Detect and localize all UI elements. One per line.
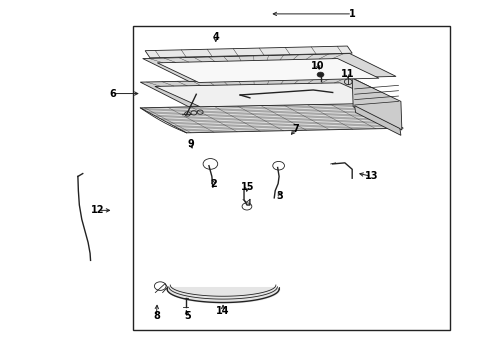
- Polygon shape: [157, 59, 379, 82]
- Text: 10: 10: [311, 61, 325, 71]
- Circle shape: [317, 72, 324, 77]
- Text: 3: 3: [277, 191, 283, 201]
- Text: 4: 4: [212, 32, 219, 42]
- Polygon shape: [155, 83, 385, 107]
- Text: 5: 5: [184, 311, 191, 321]
- Text: 12: 12: [91, 205, 104, 215]
- Polygon shape: [352, 78, 402, 130]
- Text: 14: 14: [216, 306, 230, 316]
- Bar: [133, 26, 450, 330]
- Text: 13: 13: [365, 171, 378, 181]
- Polygon shape: [145, 46, 352, 58]
- Text: 1: 1: [349, 9, 356, 19]
- Polygon shape: [140, 103, 403, 133]
- Text: 9: 9: [187, 139, 194, 149]
- Text: 2: 2: [210, 179, 217, 189]
- Polygon shape: [140, 78, 400, 107]
- Text: 15: 15: [241, 182, 254, 192]
- Polygon shape: [143, 54, 396, 81]
- Text: 7: 7: [293, 124, 299, 134]
- Text: 11: 11: [341, 69, 354, 79]
- Text: 6: 6: [109, 89, 116, 99]
- Polygon shape: [355, 106, 401, 135]
- Text: 8: 8: [153, 311, 160, 321]
